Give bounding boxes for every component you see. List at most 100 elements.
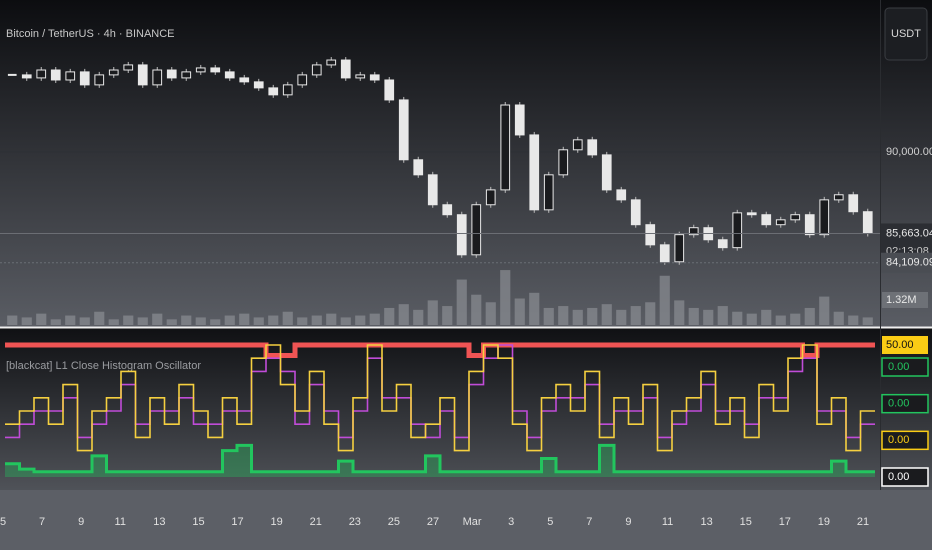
candle-body bbox=[630, 199, 641, 226]
candle-body bbox=[326, 59, 337, 66]
candle-body bbox=[268, 87, 279, 96]
x-tick-label: 11 bbox=[662, 516, 673, 528]
volume-bar bbox=[659, 275, 670, 325]
candle-body bbox=[50, 69, 61, 81]
x-tick-label: 3 bbox=[508, 516, 514, 528]
level-tag bbox=[881, 357, 929, 377]
candle-body bbox=[282, 84, 293, 96]
candle-body bbox=[848, 194, 859, 213]
candle-body bbox=[181, 71, 192, 79]
volume-bar bbox=[195, 317, 206, 325]
volume-bar bbox=[181, 315, 192, 325]
candle-body bbox=[572, 139, 583, 151]
candle-body bbox=[21, 74, 32, 79]
volume-bar bbox=[529, 292, 540, 325]
volume-bar bbox=[804, 307, 815, 325]
x-tick-label: 5 bbox=[0, 516, 6, 528]
volume-bar bbox=[819, 296, 830, 325]
volume-bar bbox=[253, 317, 264, 325]
volume-bar bbox=[543, 307, 554, 325]
currency-button[interactable] bbox=[884, 7, 928, 61]
candle-body bbox=[340, 59, 351, 79]
oscillator-line bbox=[5, 443, 875, 474]
level-label: 0.00 bbox=[888, 434, 909, 446]
volume-bar bbox=[224, 315, 235, 325]
volume-bar bbox=[775, 315, 786, 325]
candle-body bbox=[543, 174, 554, 211]
volume-bar bbox=[282, 311, 293, 325]
volume-bar bbox=[137, 317, 148, 325]
candle-body bbox=[862, 211, 873, 234]
volume-tag bbox=[882, 292, 928, 308]
volume-bar bbox=[862, 317, 873, 325]
volume-bar bbox=[152, 313, 163, 325]
x-tick-label: 23 bbox=[349, 516, 361, 528]
candle-body bbox=[355, 74, 366, 79]
candle-body bbox=[398, 99, 409, 161]
volume-bar bbox=[471, 294, 482, 325]
candle-body bbox=[471, 204, 482, 256]
oscillator-line bbox=[5, 344, 875, 452]
level-tag bbox=[882, 336, 928, 354]
volume-bar bbox=[645, 302, 656, 325]
level-label: 0.00 bbox=[888, 471, 909, 483]
volume-bar bbox=[572, 309, 583, 325]
volume-bar bbox=[587, 307, 598, 325]
candle-body bbox=[645, 224, 656, 246]
x-tick-label: 21 bbox=[310, 516, 322, 528]
candle-body bbox=[529, 134, 540, 211]
volume-bar bbox=[297, 317, 308, 325]
volume-bar bbox=[369, 313, 380, 325]
volume-bar bbox=[746, 313, 757, 325]
candle-body bbox=[790, 214, 801, 221]
indicator-title: [blackcat] L1 Close Histogram Oscillator bbox=[6, 360, 201, 372]
candle-body bbox=[239, 77, 250, 83]
candle-body bbox=[500, 104, 511, 191]
candle-body bbox=[7, 73, 17, 76]
volume-bar bbox=[7, 315, 18, 325]
volume-bar bbox=[384, 307, 395, 325]
time-axis bbox=[0, 490, 932, 550]
price-tag-label: 85,663.04 bbox=[886, 227, 932, 239]
volume-bar bbox=[210, 319, 221, 325]
volume-bar bbox=[674, 300, 685, 325]
x-tick-label: 15 bbox=[192, 516, 204, 528]
candle-body bbox=[311, 64, 322, 76]
x-tick-label: 21 bbox=[857, 516, 869, 528]
candle-body bbox=[384, 79, 395, 101]
candle-body bbox=[65, 71, 76, 81]
candle-body bbox=[94, 74, 105, 86]
volume-bar bbox=[65, 315, 76, 325]
candle-body bbox=[659, 244, 670, 263]
x-tick-label: 11 bbox=[115, 516, 126, 528]
candle-body bbox=[601, 154, 612, 191]
x-tick-label: 27 bbox=[427, 516, 439, 528]
x-tick-label: 7 bbox=[39, 516, 45, 528]
oscillator-line bbox=[5, 342, 875, 359]
candle-body bbox=[442, 204, 453, 216]
candle-body bbox=[224, 71, 235, 79]
candle-body bbox=[746, 212, 757, 216]
candle-body bbox=[456, 214, 467, 256]
level-label: 0.00 bbox=[888, 398, 909, 410]
candle-body bbox=[427, 174, 438, 206]
level-label: 0.00 bbox=[888, 361, 909, 373]
volume-bar bbox=[833, 311, 844, 325]
volume-bar bbox=[485, 302, 496, 325]
candle-body bbox=[514, 104, 525, 136]
x-tick-label: Mar bbox=[463, 516, 482, 528]
level-tag bbox=[881, 467, 929, 487]
x-tick-label: 17 bbox=[231, 516, 243, 528]
x-tick-label: 25 bbox=[388, 516, 400, 528]
volume-bar bbox=[442, 306, 453, 325]
x-tick-label: 13 bbox=[153, 516, 165, 528]
candle-body bbox=[688, 227, 699, 236]
candle-body bbox=[152, 69, 163, 86]
volume-bar bbox=[456, 279, 467, 325]
level-tag bbox=[881, 430, 929, 451]
candle-body bbox=[485, 189, 496, 206]
x-tick-label: 13 bbox=[701, 516, 713, 528]
volume-bar bbox=[514, 298, 525, 325]
x-tick-label: 17 bbox=[779, 516, 791, 528]
